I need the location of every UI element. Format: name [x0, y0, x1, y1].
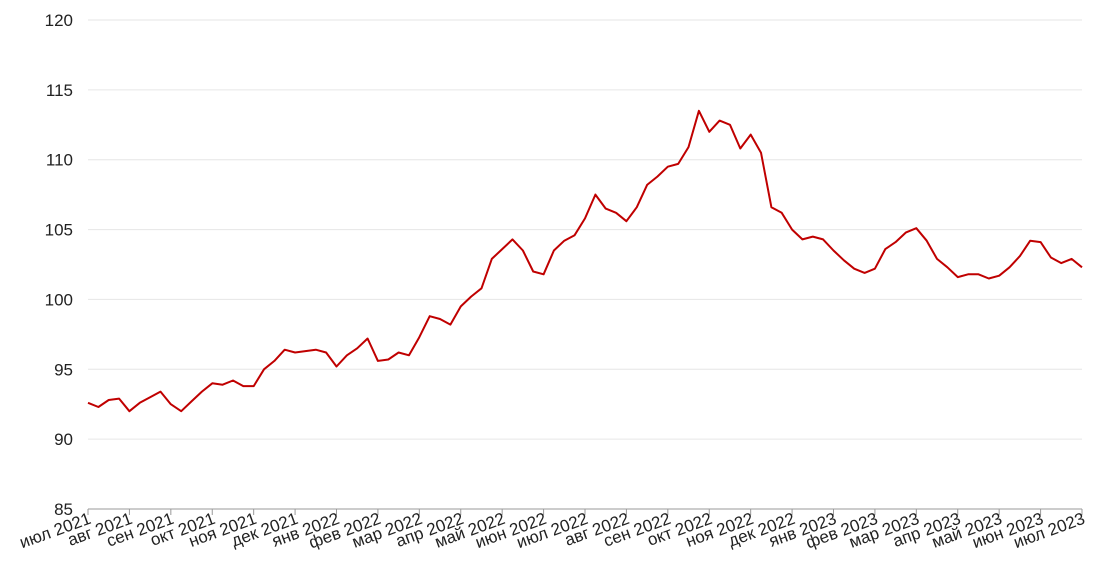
- data-line: [87, 109, 1083, 413]
- y-tick-label: 115: [46, 81, 73, 100]
- y-tick-label: 95: [54, 360, 73, 379]
- y-tick-label: 110: [46, 151, 73, 170]
- y-tick-label: 100: [45, 290, 73, 309]
- y-tick-label: 85: [54, 500, 73, 519]
- y-tick-label: 90: [54, 430, 73, 449]
- y-tick-label: 105: [45, 221, 73, 240]
- y-tick-label: 120: [45, 11, 73, 30]
